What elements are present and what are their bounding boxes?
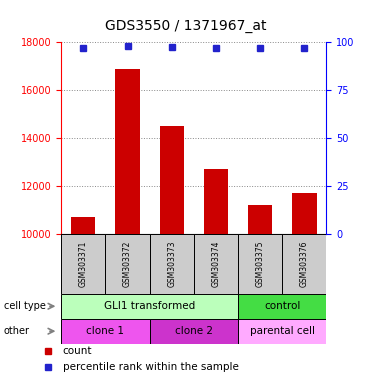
Bar (204, 169, 228, 234)
Bar (238, 294, 326, 319)
Bar (105, 234, 150, 294)
Text: clone 2: clone 2 (175, 326, 213, 336)
Bar (61, 319, 150, 344)
Text: percentile rank within the sample: percentile rank within the sample (63, 362, 239, 372)
Bar (61, 234, 105, 294)
Text: GSM303372: GSM303372 (123, 241, 132, 287)
Bar (160, 126, 184, 234)
Bar (71, 217, 95, 234)
Bar (238, 319, 326, 344)
Text: GSM303375: GSM303375 (256, 241, 265, 287)
Text: control: control (264, 301, 301, 311)
Bar (150, 319, 238, 344)
Text: count: count (63, 346, 92, 356)
Bar (150, 234, 194, 294)
Text: clone 1: clone 1 (86, 326, 124, 336)
Bar (292, 194, 316, 234)
Bar (248, 205, 272, 234)
Text: GSM303376: GSM303376 (300, 241, 309, 287)
Text: GSM303374: GSM303374 (211, 241, 220, 287)
Text: GSM303371: GSM303371 (79, 241, 88, 287)
Bar (282, 234, 326, 294)
Text: cell type: cell type (4, 301, 46, 311)
Bar (238, 234, 282, 294)
Text: parental cell: parental cell (250, 326, 315, 336)
Text: GDS3550 / 1371967_at: GDS3550 / 1371967_at (105, 19, 266, 33)
Bar (115, 69, 140, 234)
Text: GLI1 transformed: GLI1 transformed (104, 301, 195, 311)
Bar (61, 294, 238, 319)
Text: GSM303373: GSM303373 (167, 241, 176, 287)
Bar (194, 234, 238, 294)
Text: other: other (4, 326, 30, 336)
